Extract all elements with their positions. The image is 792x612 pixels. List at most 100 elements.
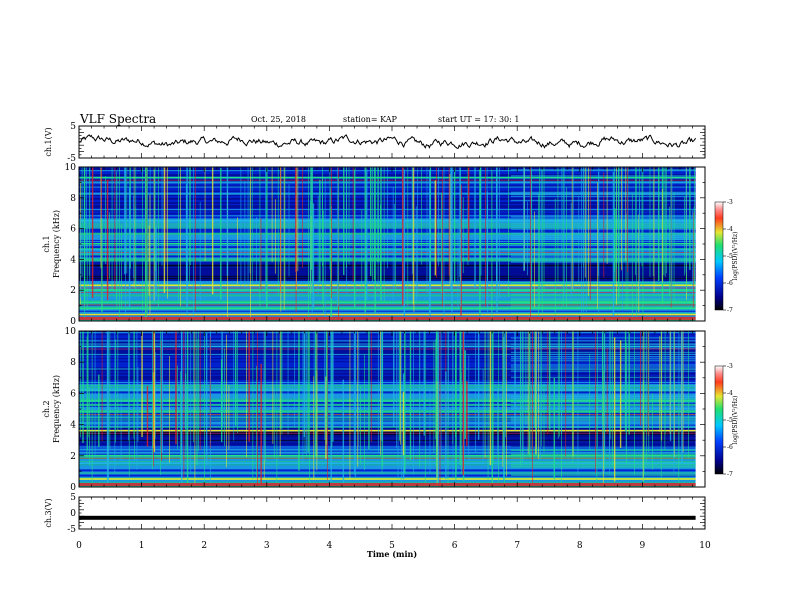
spectrogram-row bbox=[79, 294, 696, 296]
spectrogram-sferic bbox=[373, 167, 375, 280]
spectrogram-sferic bbox=[659, 336, 661, 432]
spectrogram-row bbox=[79, 479, 696, 482]
spectrogram-sferic bbox=[133, 167, 135, 288]
spectrogram-sferic bbox=[419, 331, 421, 444]
spectrogram-sferic bbox=[380, 167, 382, 301]
colorbar-ch1-tick-label: -4 bbox=[727, 226, 733, 233]
spectrogram-sferic bbox=[658, 167, 660, 281]
spectrogram-band bbox=[79, 462, 696, 465]
spectrogram-row bbox=[79, 405, 696, 408]
spectrogram-sferic bbox=[624, 331, 627, 432]
spectrogram-sferic bbox=[548, 331, 551, 430]
spectrogram-row bbox=[79, 452, 696, 455]
spectrogram-sferic bbox=[111, 167, 113, 292]
spectrogram-sferic bbox=[298, 331, 300, 471]
spectrogram-sferic bbox=[640, 331, 641, 426]
spectrogram-sferic bbox=[692, 212, 694, 308]
spectrogram-sferic bbox=[354, 167, 356, 308]
spectrogram-sferic bbox=[532, 331, 533, 483]
spectrogram-row-late bbox=[510, 302, 696, 304]
spectrogram-row bbox=[79, 344, 696, 346]
spectrogram-row bbox=[79, 340, 696, 342]
spectrogram-sferic bbox=[597, 182, 598, 309]
spectrogram-sferic bbox=[185, 373, 187, 455]
spectrogram-sferic bbox=[460, 184, 462, 316]
spectrogram-sferic bbox=[161, 167, 163, 266]
spectrogram-sferic bbox=[559, 331, 561, 437]
spectrogram-sferic bbox=[669, 206, 670, 296]
spectrogram-band bbox=[79, 429, 696, 432]
spectrogram-band bbox=[79, 454, 696, 457]
spectrogram-sferic bbox=[596, 331, 598, 448]
spectrogram-sferic bbox=[354, 331, 356, 476]
spectrogram-sferic bbox=[280, 167, 282, 312]
spectrogram-row bbox=[79, 370, 696, 372]
spectrogram-sferic bbox=[557, 167, 559, 283]
spectrogram-sferic bbox=[621, 167, 622, 271]
spectrogram-row bbox=[79, 358, 696, 360]
spectrogram-sferic bbox=[233, 331, 235, 441]
ch2-spectrogram-ytick-label: 2 bbox=[70, 452, 76, 462]
spectrogram-row bbox=[79, 419, 696, 421]
spectrogram-row bbox=[79, 384, 696, 386]
spectrogram-row bbox=[79, 302, 696, 304]
spectrogram-sferic bbox=[251, 167, 253, 284]
spectrogram-row bbox=[79, 387, 696, 389]
spectrogram-sferic bbox=[561, 331, 562, 435]
spectrogram-row bbox=[79, 453, 696, 456]
spectrogram-row bbox=[79, 423, 696, 425]
spectrogram-sferic bbox=[641, 167, 643, 267]
panel-ch3-waveform-frame bbox=[78, 496, 706, 530]
spectrogram-sferic bbox=[460, 371, 462, 474]
spectrogram-row bbox=[79, 357, 696, 359]
spectrogram-row bbox=[79, 444, 696, 446]
ch1-spectrogram-ylabel-line1: ch.1 bbox=[42, 235, 51, 252]
spectrogram-sferic bbox=[141, 331, 143, 438]
spectrogram-sferic bbox=[226, 167, 229, 276]
spectrogram-sferic bbox=[603, 172, 605, 278]
spectrogram-row bbox=[79, 339, 696, 341]
spectrogram-sferic bbox=[627, 167, 629, 309]
spectrogram-row bbox=[79, 365, 696, 367]
spectrogram-sferic bbox=[664, 331, 666, 435]
spectrogram-row bbox=[79, 374, 696, 377]
spectrogram-sferic bbox=[477, 331, 480, 440]
spectrogram-band bbox=[79, 411, 696, 413]
spectrogram-row bbox=[79, 380, 696, 383]
spectrogram-row bbox=[79, 393, 696, 395]
ch1-waveform-ytick-label: -5 bbox=[67, 154, 76, 164]
spectrogram-sferic bbox=[84, 167, 85, 319]
spectrogram-sferic bbox=[625, 213, 627, 309]
spectrogram-row-late bbox=[510, 238, 696, 241]
spectrogram-sferic bbox=[455, 331, 457, 474]
spectrogram-sferic bbox=[121, 224, 122, 308]
spectrogram-row-late bbox=[510, 290, 696, 292]
spectrogram-row bbox=[79, 355, 696, 358]
spectrogram-row bbox=[79, 270, 696, 273]
spectrogram-row bbox=[79, 375, 696, 378]
spectrogram-sferic bbox=[447, 331, 449, 486]
spectrogram-sferic bbox=[383, 167, 385, 303]
spectrogram-sferic bbox=[421, 167, 422, 265]
spectrogram-row bbox=[79, 367, 696, 369]
spectrogram-band-edge bbox=[79, 414, 696, 415]
spectrogram-sferic bbox=[153, 167, 155, 301]
colorbar-ch2-scale bbox=[714, 365, 724, 475]
spectrogram-sferic bbox=[273, 390, 275, 459]
spectrogram-band bbox=[79, 389, 696, 391]
spectrogram-sferic bbox=[652, 179, 654, 276]
colorbar-ch1-label: log(PSD)(V²/Hz) bbox=[732, 232, 739, 281]
spectrogram-row-late bbox=[510, 195, 696, 198]
spectrogram-row bbox=[79, 359, 696, 361]
spectrogram-row bbox=[79, 346, 696, 348]
spectrogram-sferic bbox=[370, 331, 372, 442]
spectrogram-sferic bbox=[540, 169, 542, 294]
spectrogram-sferic bbox=[272, 331, 274, 444]
spectrogram-row bbox=[79, 352, 696, 355]
spectrogram-sferic bbox=[634, 331, 635, 476]
spectrogram-sferic bbox=[639, 197, 640, 303]
spectrogram-sferic bbox=[280, 331, 282, 429]
spectrogram-sferic bbox=[474, 167, 476, 288]
colorbar-ch2-tick-label: -3 bbox=[727, 363, 733, 370]
spectrogram-sferic bbox=[136, 331, 138, 470]
